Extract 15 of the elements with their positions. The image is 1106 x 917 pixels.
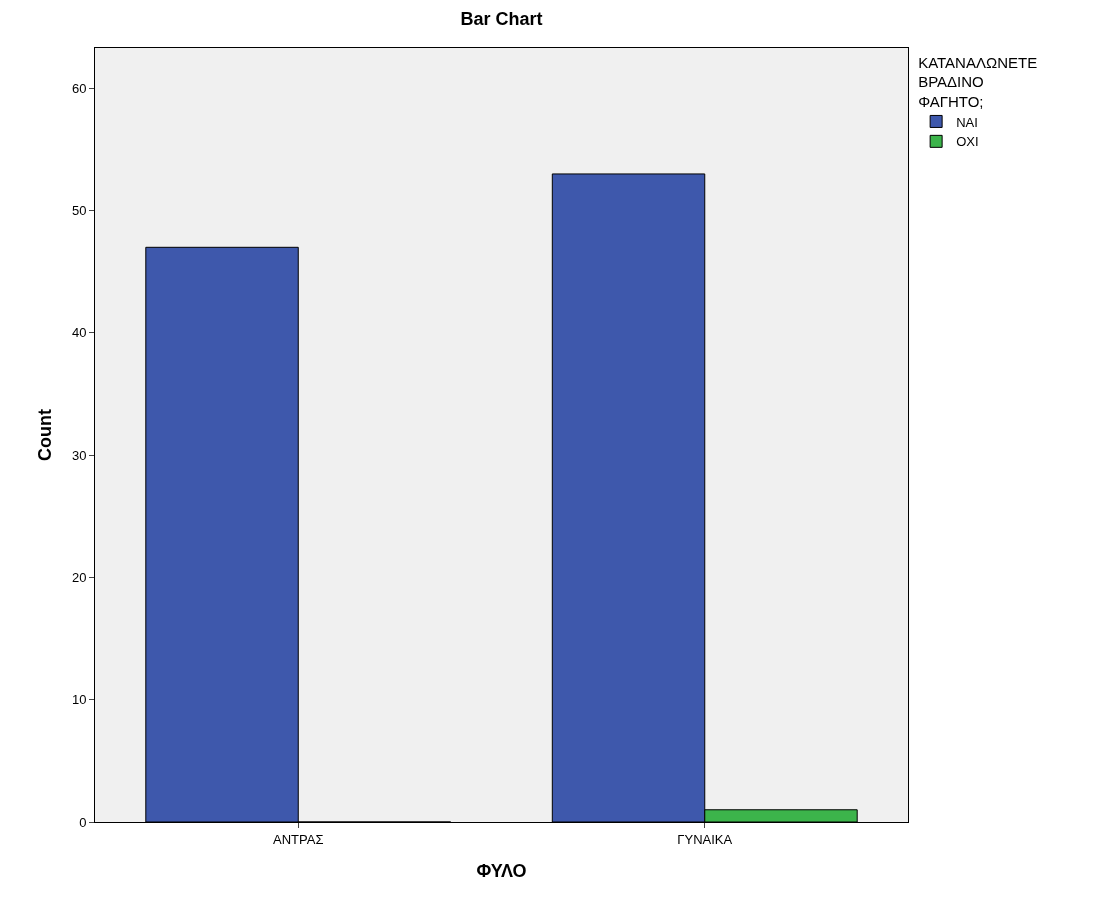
- x-tick-label: ΑΝΤΡΑΣ: [273, 831, 324, 847]
- y-axis-title: Count: [35, 409, 56, 461]
- y-tick-label: 10: [71, 692, 87, 708]
- y-tick-label: 60: [71, 80, 87, 96]
- y-tick-label: 0: [79, 814, 87, 830]
- legend-label: ΝΑΙ: [956, 114, 978, 130]
- y-tick-label: 30: [71, 447, 87, 463]
- x-tick-label: ΓΥΝΑΙΚΑ: [677, 831, 733, 847]
- y-tick-label: 20: [71, 570, 87, 585]
- y-tick-label: 50: [71, 203, 87, 219]
- y-tick-label: 40: [71, 325, 87, 341]
- legend-label: ΟΧΙ: [956, 134, 979, 150]
- x-axis-title: ΦΥΛΟ: [476, 860, 527, 881]
- chart-title: Bar Chart: [460, 8, 543, 29]
- legend-title: ΚΑΤΑΝΑΛΩΝΕΤΕ ΒΡΑΔΙΝΟ ΦΑΓΗΤΟ;: [918, 53, 1038, 110]
